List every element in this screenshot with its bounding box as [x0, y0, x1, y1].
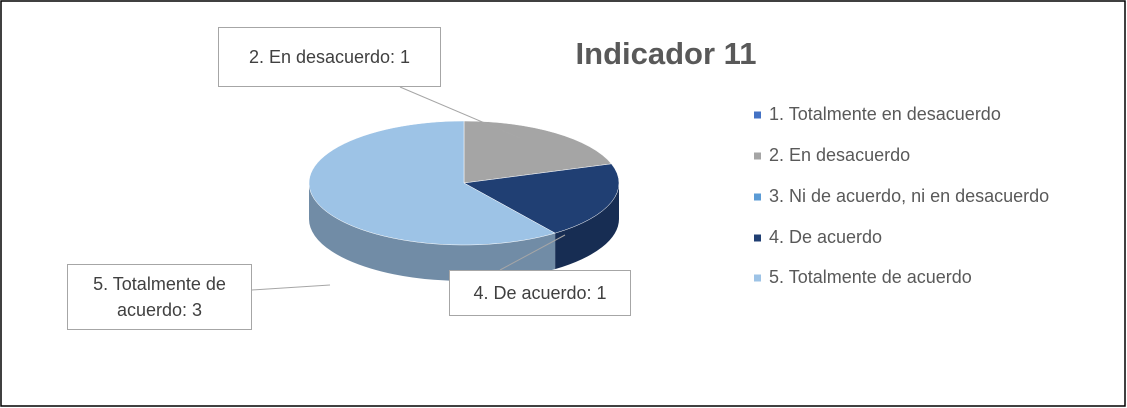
- legend-label: 4. De acuerdo: [769, 227, 882, 247]
- data-label: 4. De acuerdo: 1: [449, 270, 631, 316]
- legend-label: 2. En desacuerdo: [769, 145, 910, 165]
- pie-slice: [463, 163, 620, 234]
- pie-slice: [308, 120, 556, 246]
- legend-label: 1. Totalmente en desacuerdo: [769, 104, 1001, 124]
- pie-slice-side: [309, 183, 556, 281]
- data-label: 2. En desacuerdo: 1: [218, 27, 441, 87]
- legend-label: 3. Ni de acuerdo, ni en desacuerdo: [769, 186, 1049, 206]
- label-leader: [499, 234, 566, 271]
- legend-swatch: [754, 111, 761, 119]
- pie-slice: [463, 120, 612, 184]
- pie-slice-side: [555, 183, 619, 270]
- chart-title: Indicador 11: [576, 36, 757, 71]
- legend-swatch: [754, 152, 761, 160]
- legend-swatch: [754, 274, 761, 282]
- legend-label: 5. Totalmente de acuerdo: [769, 267, 972, 287]
- legend-swatch: [754, 234, 761, 242]
- legend-swatch: [754, 193, 761, 201]
- data-label: 5. Totalmente de acuerdo: 3: [67, 264, 252, 330]
- label-leader: [251, 284, 331, 291]
- label-leader: [399, 86, 521, 139]
